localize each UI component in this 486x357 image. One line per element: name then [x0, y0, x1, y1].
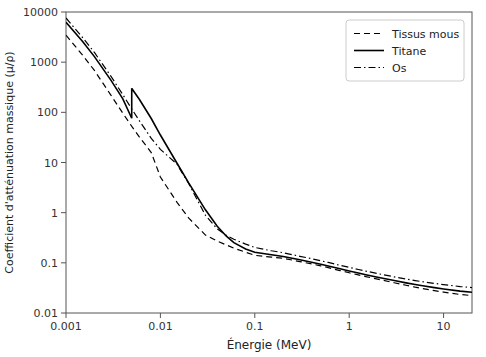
legend-label: Tissus mous: [391, 28, 460, 41]
legend-swatch: [354, 50, 384, 52]
x-tick-label: 0.1: [246, 320, 264, 333]
y-tick-label: 1000: [30, 56, 58, 69]
y-tick: [61, 262, 66, 263]
y-tick-label: 1: [51, 207, 58, 220]
legend-label: Titane: [391, 45, 426, 58]
y-tick-label: 0.1: [41, 257, 59, 270]
y-tick: [61, 12, 66, 13]
y-tick: [61, 212, 66, 213]
x-tick: [443, 313, 444, 318]
x-tick-label: 1: [346, 320, 353, 333]
y-axis-label: Coefficient d'atténuation massique (µ/ρ): [3, 51, 16, 273]
y-tick-label: 10000: [23, 6, 58, 19]
legend-swatch: [354, 33, 384, 34]
x-tick: [160, 313, 161, 318]
y-tick-label: 0.01: [34, 307, 59, 320]
legend: Tissus mous Titane Os: [346, 20, 464, 81]
legend-swatch: [354, 67, 384, 68]
y-tick: [61, 162, 66, 163]
chart: 0.0010.010.11100.010.1110100100010000Éne…: [0, 0, 486, 357]
x-tick: [349, 313, 350, 318]
y-tick: [61, 313, 66, 314]
x-tick-label: 10: [437, 320, 451, 333]
x-tick-label: 0.01: [148, 320, 173, 333]
y-tick: [61, 62, 66, 63]
x-axis-label: Énergie (MeV): [227, 337, 312, 352]
y-tick: [61, 112, 66, 113]
y-tick-label: 10: [44, 157, 58, 170]
plot-frame: [66, 12, 472, 313]
y-tick-label: 100: [37, 106, 58, 119]
legend-box: [346, 20, 464, 81]
x-tick: [254, 313, 255, 318]
x-tick: [66, 313, 67, 318]
x-tick-label: 0.001: [50, 320, 82, 333]
plot-area: [66, 18, 472, 296]
series-line: [66, 18, 472, 288]
legend-label: Os: [392, 62, 407, 75]
